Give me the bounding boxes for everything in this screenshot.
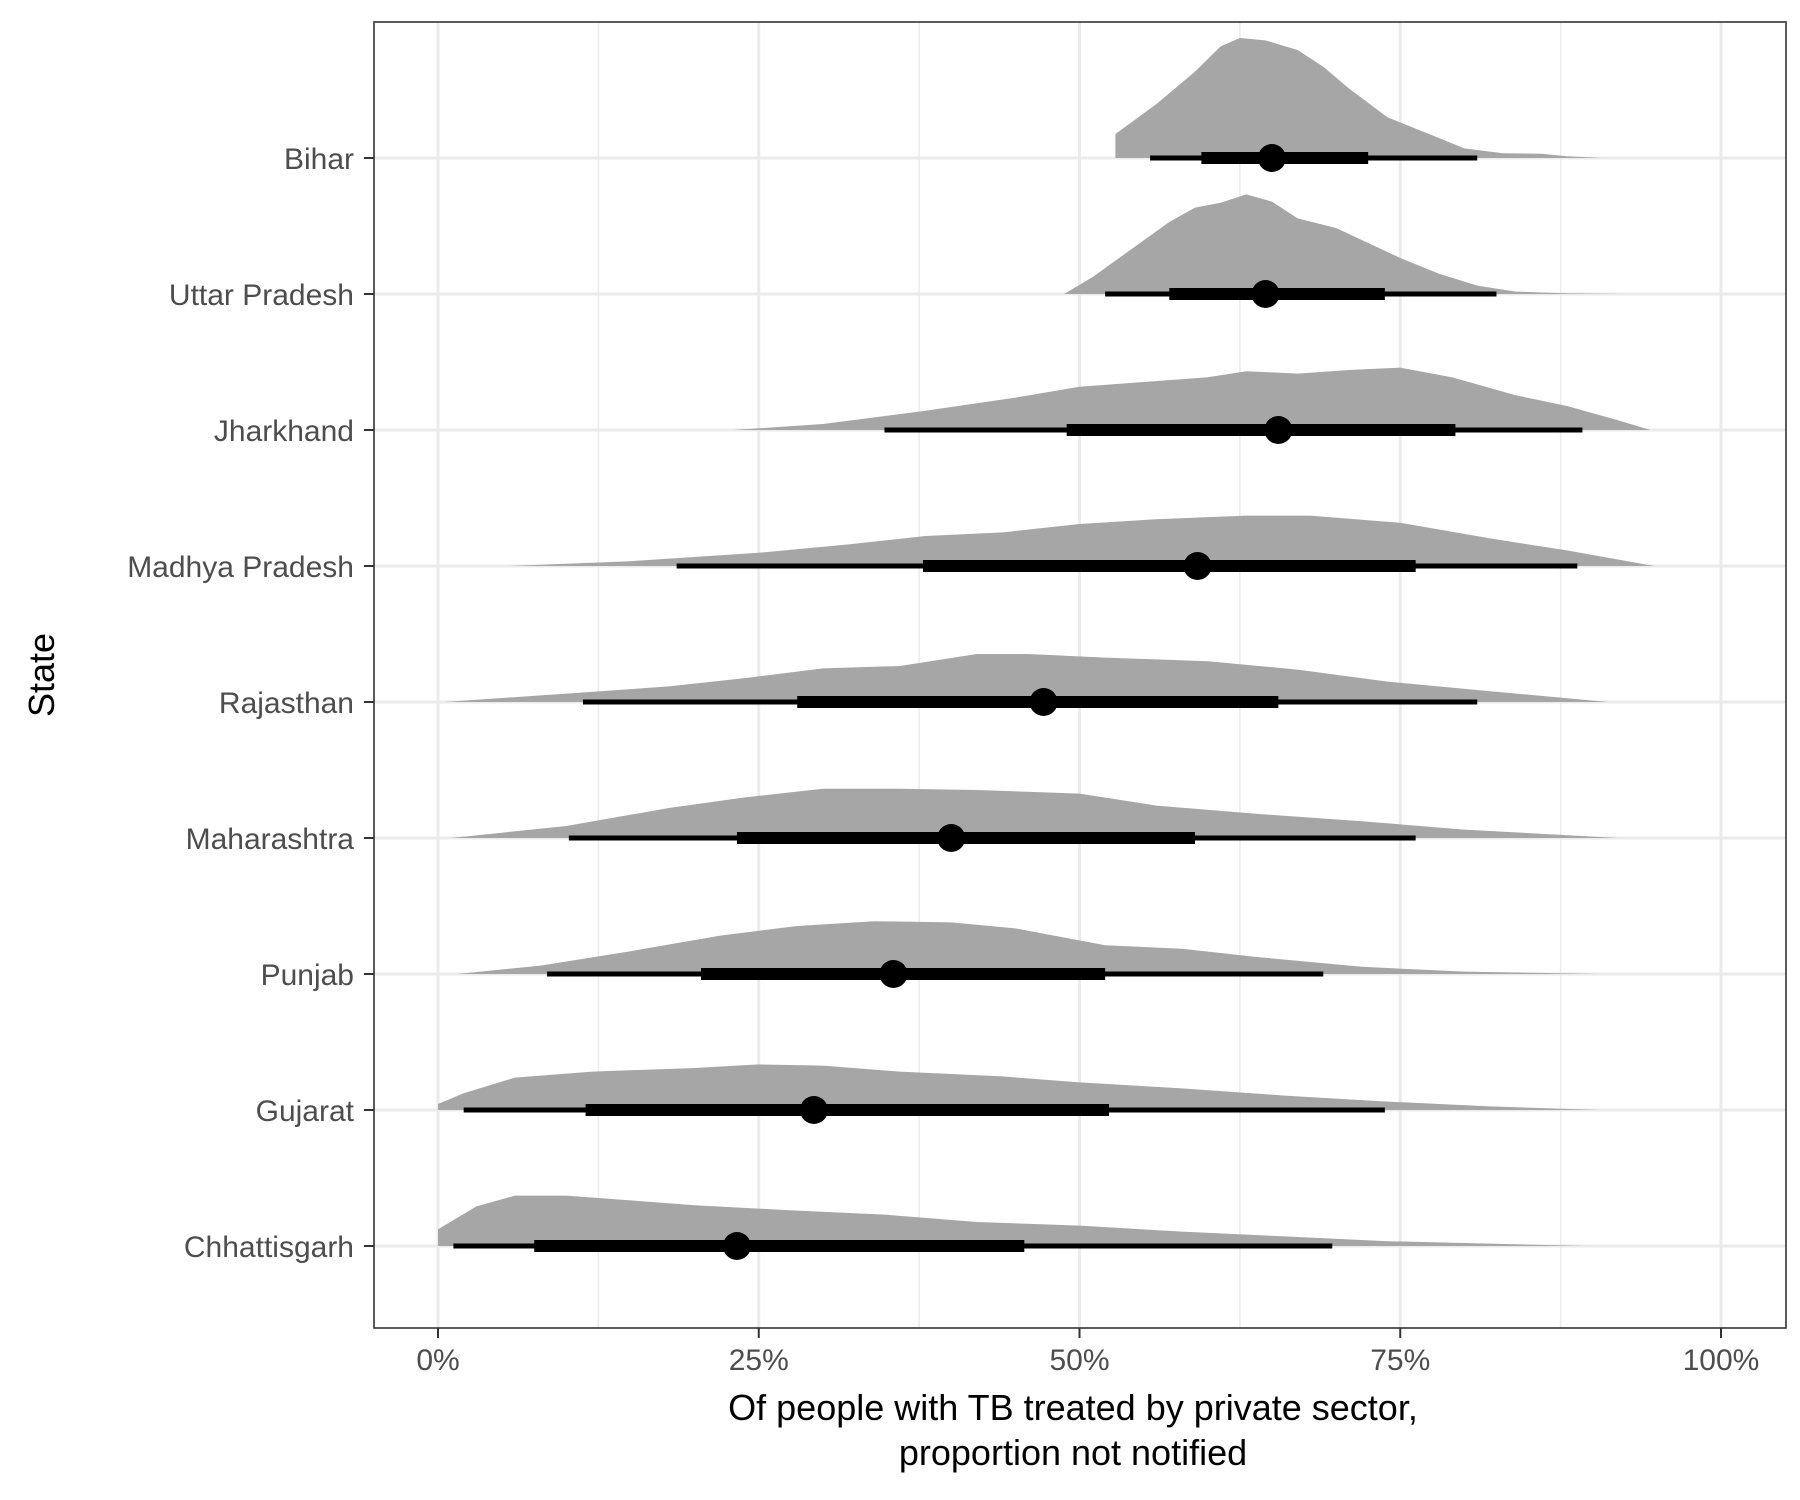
y-tick-label-bihar: Bihar bbox=[284, 143, 354, 176]
density-jharkhand bbox=[733, 367, 1651, 430]
x-tick-label: 0% bbox=[416, 1344, 459, 1377]
density-uttar-pradesh bbox=[1064, 194, 1625, 294]
median-point bbox=[937, 824, 966, 852]
y-tick-label-uttar-pradesh: Uttar Pradesh bbox=[169, 279, 354, 312]
density-chhattisgarh bbox=[438, 1195, 1587, 1246]
interval-layer bbox=[453, 144, 1583, 1260]
x-tick-label: 25% bbox=[729, 1344, 789, 1377]
median-point bbox=[1029, 688, 1058, 716]
x-tick-label: 100% bbox=[1683, 1344, 1760, 1377]
x-axis-title-line-2: proportion not notified bbox=[899, 1432, 1247, 1473]
density-maharashtra bbox=[450, 788, 1619, 838]
median-point bbox=[1251, 280, 1280, 308]
density-gujarat bbox=[438, 1064, 1600, 1110]
x-tick-label: 50% bbox=[1049, 1344, 1109, 1377]
median-point bbox=[879, 960, 908, 988]
x-axis: 0% 25% 50% 75% 100% bbox=[416, 1328, 1759, 1377]
x-axis-title-line-1: Of people with TB treated by private sec… bbox=[728, 1387, 1418, 1428]
y-tick-label-madhya-pradesh: Madhya Pradesh bbox=[127, 551, 354, 584]
y-axis-title: State bbox=[21, 633, 62, 717]
median-point bbox=[1264, 416, 1293, 444]
median-point bbox=[1183, 552, 1212, 580]
density-rajasthan bbox=[444, 654, 1609, 702]
y-tick-label-maharashtra: Maharashtra bbox=[186, 823, 355, 856]
y-tick-label-gujarat: Gujarat bbox=[256, 1095, 355, 1128]
median-point bbox=[799, 1096, 828, 1124]
density-madhya-pradesh bbox=[508, 515, 1655, 566]
x-tick-label: 75% bbox=[1370, 1344, 1430, 1377]
y-tick-label-chhattisgarh: Chhattisgarh bbox=[184, 1231, 354, 1264]
y-tick-label-rajasthan: Rajasthan bbox=[219, 687, 354, 720]
median-point bbox=[722, 1232, 751, 1260]
density-bihar bbox=[1115, 38, 1602, 158]
y-tick-label-punjab: Punjab bbox=[261, 959, 354, 992]
y-axis: Bihar Uttar Pradesh Jharkhand Madhya Prades… bbox=[127, 143, 374, 1264]
median-point bbox=[1257, 144, 1286, 172]
density-layer bbox=[438, 38, 1655, 1246]
density-punjab bbox=[457, 921, 1600, 974]
y-tick-label-jharkhand: Jharkhand bbox=[214, 415, 354, 448]
